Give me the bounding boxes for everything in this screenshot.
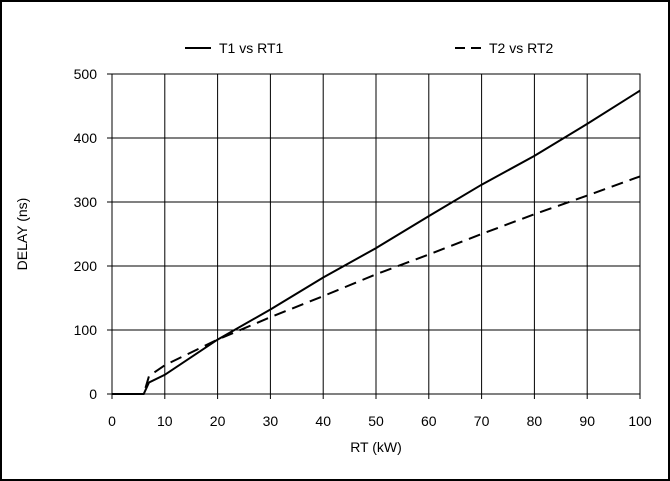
x-tick-label: 50 [368,413,384,429]
x-tick-label: 20 [210,413,226,429]
series-line-1 [112,89,641,395]
x-tick-label: 100 [628,413,652,429]
y-tick-labels: 0 100 200 300 400 500 [74,66,112,402]
x-tick-labels: 0 10 20 30 40 50 60 70 80 90 100 [108,394,652,429]
y-tick-label: 0 [89,386,97,402]
grid-lines [111,73,641,395]
series-layer [112,89,641,395]
x-tick-label: 30 [263,413,279,429]
x-tick-label: 40 [315,413,331,429]
y-tick-label: 400 [74,130,98,146]
x-tick-label: 60 [421,413,437,429]
legend-label-2: T2 vs RT2 [489,40,554,56]
x-tick-label: 70 [474,413,490,429]
x-tick-label: 10 [157,413,173,429]
y-tick-label: 500 [74,66,98,82]
x-tick-label: 0 [108,413,116,429]
y-tick-label: 100 [74,322,98,338]
legend: T1 vs RT1 T2 vs RT2 [185,40,554,56]
y-tick-label: 200 [74,258,98,274]
x-tick-label: 90 [579,413,595,429]
legend-label-1: T1 vs RT1 [219,40,284,56]
x-axis-label: RT (kW) [350,439,402,455]
y-tick-label: 300 [74,194,98,210]
y-axis-label: DELAY (ns) [14,198,30,271]
x-tick-label: 80 [527,413,543,429]
